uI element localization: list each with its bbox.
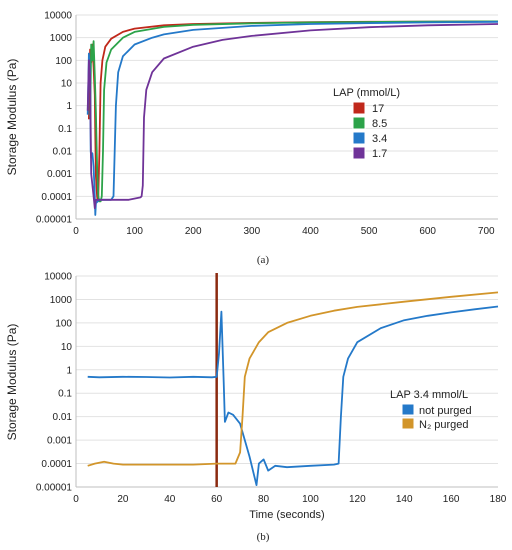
panel-b-plot-area: [75, 273, 499, 488]
a-y-tick-label: 0.001: [47, 169, 72, 180]
a-legend-swatch-8.5: [352, 116, 366, 130]
b-x-tick-label: 60: [211, 494, 223, 505]
b-y-tick-label: 0.00001: [36, 483, 73, 494]
panel-b-gridlines: [76, 275, 498, 488]
b-y-tick-label: 100: [55, 318, 72, 329]
a-legend-label-17: 17: [372, 103, 384, 115]
a-x-tick-label: 600: [419, 226, 436, 237]
a-y-tick-label: 0.1: [58, 124, 72, 135]
a-x-tick-label: 400: [302, 226, 319, 237]
panel-a-legend: LAP (mmol/L) 17 8.5 3.4 1.7: [333, 87, 400, 160]
a-x-tick-label: 500: [361, 226, 378, 237]
b-y-axis-label: Storage Modulus (Pa): [5, 324, 19, 441]
a-series-line-2: [86, 20, 499, 216]
panel-a-y-tick-labels: 0.00001 0.0001 0.001 0.01 0.1 1 10 100 1…: [36, 11, 73, 226]
panel-b-legend: LAP 3.4 mmol/L not purged N₂ purged: [390, 389, 472, 431]
b-y-tick-label: 0.01: [53, 412, 73, 423]
b-legend-swatch-not-purged: [401, 403, 415, 416]
a-legend-title: LAP (mmol/L): [333, 87, 400, 99]
a-legend-swatch-3.4: [352, 131, 366, 145]
b-y-tick-label: 10: [61, 342, 73, 353]
a-x-tick-label: 0: [73, 226, 79, 237]
a-y-tick-label: 1: [66, 101, 72, 112]
a-legend-label-8.5: 8.5: [372, 118, 387, 130]
a-y-tick-label: 0.01: [53, 147, 73, 158]
b-y-tick-label: 1: [66, 365, 72, 376]
a-y-axis-label: Storage Modulus (Pa): [5, 59, 19, 176]
b-x-axis-label: Time (seconds): [249, 509, 324, 521]
b-legend-title: LAP 3.4 mmol/L: [390, 389, 468, 401]
a-legend-label-3.4: 3.4: [372, 133, 387, 145]
panel-a-x-tick-labels: 0 100 200 300 400 500 600 700: [73, 226, 495, 237]
b-x-tick-label: 160: [443, 494, 460, 505]
b-series-line-0: [87, 305, 499, 486]
a-legend-swatch-1.7: [352, 146, 366, 160]
b-legend-label-not-purged: not purged: [419, 405, 472, 417]
a-series-line-0: [88, 20, 499, 203]
b-series-line-1: [87, 291, 499, 467]
a-x-tick-label: 700: [478, 226, 495, 237]
b-legend-swatch-n2-purged: [401, 417, 415, 430]
panel-b-x-tick-labels: 0 20 40 60 80 100 120 140 160 180: [73, 494, 507, 505]
b-x-tick-label: 100: [302, 494, 319, 505]
a-y-tick-label: 100: [55, 56, 72, 67]
a-y-tick-label: 0.0001: [41, 192, 72, 203]
b-x-tick-label: 120: [349, 494, 366, 505]
b-y-tick-label: 0.001: [47, 436, 72, 447]
panel-b-y-tick-labels: 0.00001 0.0001 0.001 0.01 0.1 1 10 100 1…: [36, 272, 73, 494]
b-x-tick-label: 80: [258, 494, 270, 505]
b-x-tick-label: 0: [73, 494, 79, 505]
a-x-tick-label: 300: [243, 226, 260, 237]
panel-a-plot-area: [75, 15, 499, 220]
panel-a-gridlines: [76, 14, 498, 220]
b-x-tick-label: 180: [490, 494, 507, 505]
a-series-line-1: [89, 20, 499, 203]
b-y-tick-label: 1000: [50, 295, 73, 306]
a-series-line-3: [86, 23, 499, 210]
a-y-tick-label: 10000: [44, 11, 72, 22]
b-legend-label-n2-purged: N₂ purged: [419, 419, 469, 431]
b-x-tick-label: 140: [396, 494, 413, 505]
b-y-tick-label: 10000: [44, 272, 72, 283]
a-x-tick-label: 100: [126, 226, 143, 237]
a-y-tick-label: 0.00001: [36, 215, 73, 226]
a-legend-swatch-17: [352, 101, 366, 115]
panel-a: 0.00001 0.0001 0.001 0.01 0.1 1 10 100 1…: [5, 11, 499, 266]
a-legend-label-1.7: 1.7: [372, 148, 387, 160]
panel-b: 0.00001 0.0001 0.001 0.01 0.1 1 10 100 1…: [5, 272, 507, 544]
a-x-tick-label: 200: [185, 226, 202, 237]
a-y-tick-label: 1000: [50, 33, 73, 44]
b-panel-label: (b): [257, 531, 270, 543]
b-y-tick-label: 0.0001: [41, 459, 72, 470]
b-y-tick-label: 0.1: [58, 389, 72, 400]
a-y-tick-label: 10: [61, 79, 73, 90]
a-panel-label: (a): [257, 254, 270, 266]
b-x-tick-label: 40: [164, 494, 176, 505]
b-x-tick-label: 20: [117, 494, 129, 505]
